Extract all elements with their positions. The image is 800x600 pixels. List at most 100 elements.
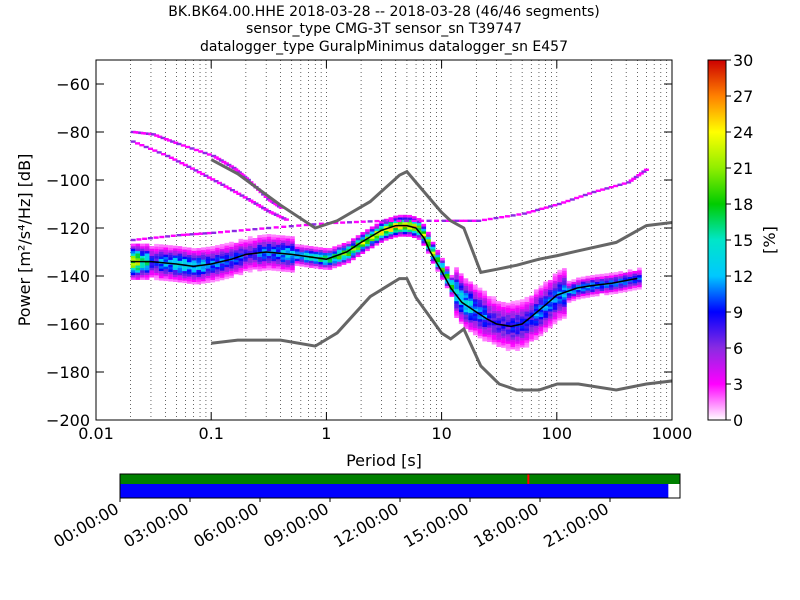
psd-density-cell xyxy=(135,270,141,273)
psd-density-cell xyxy=(604,287,609,291)
psd-density-cell xyxy=(172,267,178,270)
psd-density-cell xyxy=(454,276,459,280)
psd-density-cell xyxy=(388,224,394,228)
psd-density-cell xyxy=(515,331,520,335)
psd-density-cell xyxy=(130,270,136,273)
psd-density-cell xyxy=(182,256,187,260)
psd-density-cell xyxy=(557,289,563,292)
psd-density-cell xyxy=(247,269,253,273)
psd-density-cell xyxy=(543,319,548,323)
psd-scatter-cell xyxy=(185,233,191,236)
psd-density-cell xyxy=(224,242,230,246)
psd-density-cell xyxy=(346,243,352,247)
psd-density-cell xyxy=(627,271,633,275)
psd-density-cell xyxy=(247,255,253,259)
psd-density-cell xyxy=(487,336,492,340)
psd-density-cell xyxy=(257,254,262,257)
psd-scatter-cell xyxy=(259,227,265,230)
plot-frame xyxy=(95,59,673,421)
psd-scatter-cell xyxy=(193,148,199,152)
psd-density-cell xyxy=(524,325,530,329)
psd-density-cell xyxy=(276,244,281,248)
x-axis-label: Period [s] xyxy=(346,451,422,470)
psd-density-cell xyxy=(355,251,361,255)
psd-density-cell xyxy=(435,266,441,270)
psd-density-cell xyxy=(435,269,441,272)
psd-density-cell xyxy=(557,274,563,278)
psd-density-cell xyxy=(388,217,394,220)
psd-density-cell xyxy=(533,291,539,295)
psd-density-cell xyxy=(393,225,398,228)
psd-density-cell xyxy=(580,290,586,294)
psd-density-cell xyxy=(608,275,614,278)
psd-scatter-cell xyxy=(482,218,488,222)
psd-density-cell xyxy=(496,320,502,324)
psd-density-cell xyxy=(379,228,384,231)
psd-density-cell xyxy=(421,243,427,246)
psd-density-cell xyxy=(346,260,352,264)
psd-density-cell xyxy=(304,245,309,249)
psd-scatter-cell xyxy=(426,219,432,222)
psd-density-cell xyxy=(374,230,380,234)
psd-density-cell xyxy=(608,279,614,283)
psd-density-cell xyxy=(224,264,230,268)
psd-density-cell xyxy=(463,326,469,330)
psd-density-cell xyxy=(290,248,295,251)
psd-density-cell xyxy=(196,279,202,282)
psd-density-cell xyxy=(608,291,614,295)
psd-density-cell xyxy=(440,262,445,266)
psd-density-cell xyxy=(247,264,253,268)
psd-density-cell xyxy=(627,276,633,280)
psd-density-cell xyxy=(224,254,230,258)
psd-scatter-cell xyxy=(333,221,339,225)
psd-density-cell xyxy=(407,219,413,223)
psd-density-cell xyxy=(463,278,469,282)
psd-density-cell xyxy=(515,307,520,311)
psd-density-cell xyxy=(435,249,441,253)
psd-density-cell xyxy=(529,336,534,340)
psd-scatter-cell xyxy=(186,165,192,168)
psd-density-cell xyxy=(594,276,600,280)
psd-density-cell xyxy=(613,284,619,287)
psd-scatter-cell xyxy=(218,231,224,234)
psd-density-cell xyxy=(177,255,183,259)
psd-density-cell xyxy=(576,289,581,293)
psd-density-cell xyxy=(163,244,169,248)
psd-density-cell xyxy=(252,240,258,244)
psd-scatter-cell xyxy=(261,207,267,210)
psd-density-cell xyxy=(140,270,145,273)
psd-density-cell xyxy=(444,268,450,272)
psd-density-cell xyxy=(552,278,558,282)
psd-density-cell xyxy=(519,301,525,305)
psd-scatter-cell xyxy=(604,187,610,190)
psd-density-cell xyxy=(341,245,347,249)
psd-density-cell xyxy=(252,254,258,258)
psd-density-cell xyxy=(440,260,445,263)
psd-density-cell xyxy=(135,262,141,266)
psd-density-cell xyxy=(538,321,544,325)
psd-density-cell xyxy=(172,255,178,258)
psd-density-cell xyxy=(276,261,281,265)
psd-density-cell xyxy=(130,262,136,266)
psd-density-cell xyxy=(154,270,159,273)
psd-density-cell xyxy=(463,307,469,310)
psd-density-cell xyxy=(290,241,295,244)
psd-density-cell xyxy=(618,290,623,294)
psd-density-cell xyxy=(468,324,473,328)
psd-density-cell xyxy=(543,298,548,302)
psd-scatter-cell xyxy=(445,219,451,222)
psd-density-cell xyxy=(233,254,239,258)
psd-density-cell xyxy=(632,285,638,289)
psd-density-cell xyxy=(515,319,520,323)
psd-density-cell xyxy=(510,337,516,340)
psd-density-cell xyxy=(252,242,258,246)
psd-density-cell xyxy=(543,317,548,321)
psd-density-cell xyxy=(172,248,178,251)
psd-density-cell xyxy=(186,269,192,272)
psd-scatter-cell xyxy=(535,208,541,212)
psd-scatter-cell xyxy=(170,140,176,143)
psd-density-cell xyxy=(566,288,572,291)
psd-density-cell xyxy=(383,235,389,239)
psd-scatter-cell xyxy=(636,174,642,177)
psd-density-cell xyxy=(510,305,516,309)
